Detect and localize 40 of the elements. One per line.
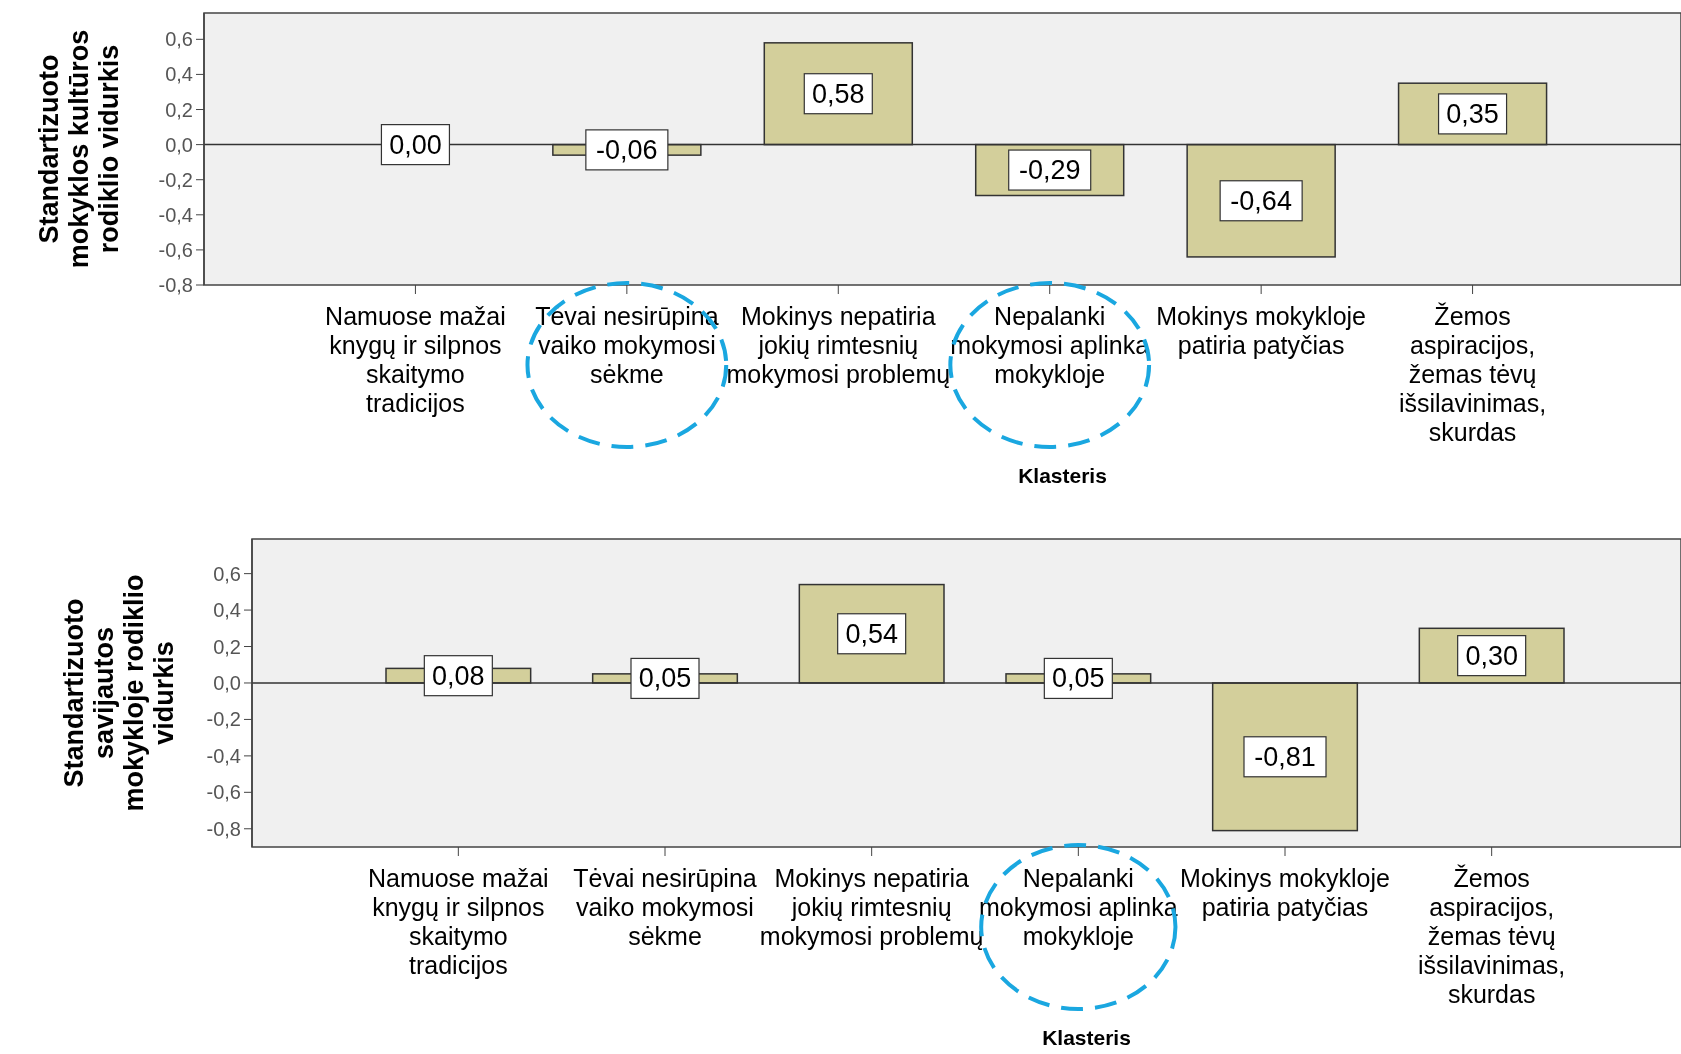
y-tick-label: 0,2 [165,98,193,121]
y-tick-label: -0,4 [158,203,193,226]
x-tick-label: Namuose mažai knygų ir silpnos skaitymo tradicijos [368,864,549,979]
y-tick-label: 0,2 [213,635,241,658]
data-label: 0,08 [432,660,485,691]
data-label: -0,06 [596,134,658,165]
y-tick-label: 0,0 [213,671,241,694]
x-tick-label: Žemos aspiracijos, žemas tėvų išsilavinimas, skurdas [1418,864,1566,1008]
data-label: 0,05 [638,663,692,694]
y-tick-label: 0,6 [165,28,193,51]
data-label: 0,30 [1465,640,1518,671]
data-label: 0,54 [845,618,898,649]
y-tick-label: -0,8 [206,817,241,840]
y-tick-label: 0,4 [213,599,241,622]
x-tick-label: Namuose mažai knygų ir silpnos skaitymo tradicijos [325,302,506,417]
y-tick-label: -0,2 [158,168,193,191]
x-tick-label: Mokinys nepatiria jokių rimtesnių mokymosi problemų [726,302,951,388]
x-axis-title: Klasteris [1018,464,1107,487]
data-label: -0,64 [1230,185,1292,216]
y-tick-label: -0,6 [206,781,241,804]
x-tick-label: Mokinys mokykloje patiria patyčias [1156,302,1367,359]
y-tick-label: -0,2 [206,708,241,731]
y-tick-label: -0,8 [158,274,193,296]
x-tick-label: Žemos aspiracijos, žemas tėvų išsilavinimas, skurdas [1398,302,1547,446]
y-axis-title: Standartizuoto savijautos mokykloje rodiklio vidurkis [59,574,179,812]
y-axis-title: Standartizuoto mokyklos kultūros rodiklio vidurkis [34,29,124,269]
data-label: 0,00 [389,129,442,160]
data-label: 0,05 [1052,663,1105,694]
data-label: 0,35 [1446,98,1499,129]
y-tick-label: -0,4 [206,744,241,767]
data-label: -0,81 [1254,741,1316,772]
x-tick-label: Mokinys mokykloje patiria patyčias [1180,864,1390,921]
data-label: 0,58 [812,78,865,109]
x-tick-label: Tėvai nesirūpina vaiko mokymosi sėkme [573,864,757,950]
data-label: -0,29 [1018,155,1081,186]
y-tick-label: 0,0 [165,133,193,156]
x-axis-title: Klasteris [1042,1026,1131,1049]
y-tick-label: 0,6 [213,562,241,585]
y-tick-label: -0,6 [158,238,193,261]
y-tick-label: 0,4 [165,63,193,86]
